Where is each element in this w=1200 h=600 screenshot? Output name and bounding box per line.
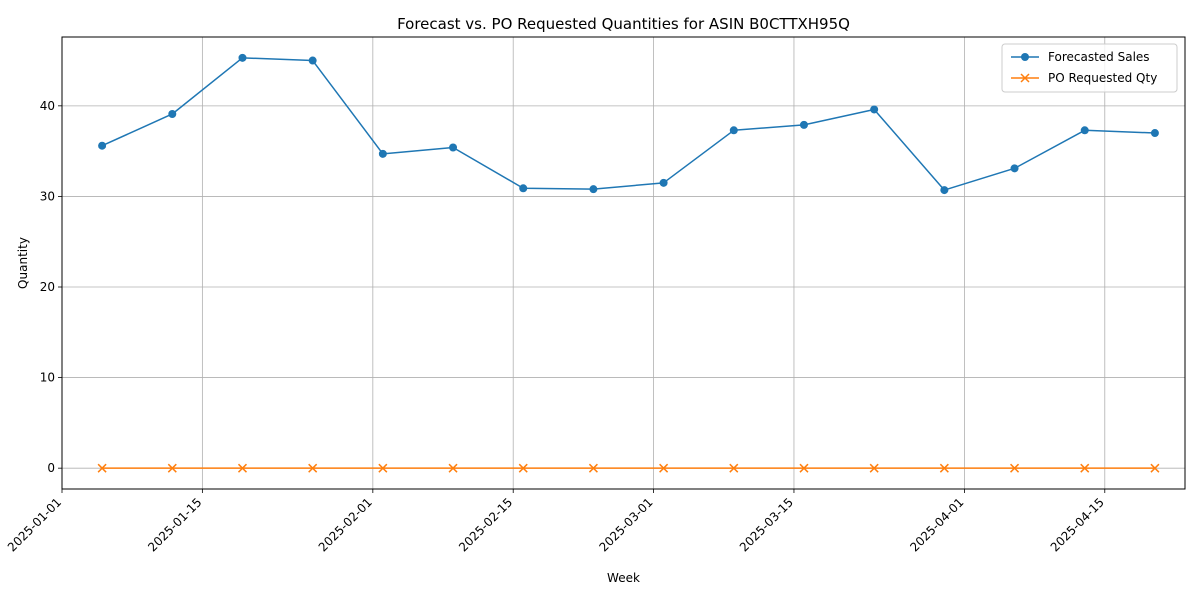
y-tick-label: 10 xyxy=(40,371,55,385)
data-point xyxy=(308,56,317,65)
data-point xyxy=(588,463,598,473)
data-point xyxy=(518,463,528,473)
data-point xyxy=(168,109,177,118)
y-tick-label: 0 xyxy=(47,461,55,475)
data-point xyxy=(1080,463,1090,473)
data-point xyxy=(1080,126,1089,135)
data-point xyxy=(1150,129,1159,138)
data-point xyxy=(869,463,879,473)
data-point xyxy=(729,126,738,135)
data-point xyxy=(870,105,879,114)
data-point xyxy=(378,149,387,158)
data-point xyxy=(308,463,318,473)
data-point xyxy=(449,143,458,152)
data-point xyxy=(1150,463,1160,473)
data-point xyxy=(659,178,668,187)
plot-area-frame xyxy=(61,36,1186,490)
data-point xyxy=(729,463,739,473)
series-line-0 xyxy=(101,57,1155,191)
data-point xyxy=(1010,463,1020,473)
data-point xyxy=(448,463,458,473)
legend-marker-forecasted-sales xyxy=(1021,53,1029,61)
y-tick-label: 30 xyxy=(40,189,55,203)
y-axis-label: Quantity xyxy=(16,237,30,289)
legend: Forecasted Sales PO Requested Qty xyxy=(1001,43,1178,93)
data-point xyxy=(939,463,949,473)
legend-label-po-requested-qty: PO Requested Qty xyxy=(1048,71,1157,85)
y-tick-label: 20 xyxy=(40,280,55,294)
legend-label-forecasted-sales: Forecasted Sales xyxy=(1048,50,1150,64)
y-tick-label: 40 xyxy=(40,99,55,113)
series-layer xyxy=(97,53,1160,473)
data-point xyxy=(167,463,177,473)
data-point xyxy=(799,120,808,129)
data-point xyxy=(1010,164,1019,173)
data-point xyxy=(659,463,669,473)
x-axis-label: Week xyxy=(607,571,640,585)
data-point xyxy=(97,463,107,473)
data-point xyxy=(238,53,247,62)
data-point xyxy=(519,184,528,193)
data-point xyxy=(98,141,107,150)
data-point xyxy=(799,463,809,473)
data-point xyxy=(940,186,949,195)
legend-marker-po-requested-qty xyxy=(1020,73,1030,83)
chart-title: Forecast vs. PO Requested Quantities for… xyxy=(397,15,850,33)
data-point xyxy=(589,185,598,194)
data-point xyxy=(378,463,388,473)
data-point xyxy=(237,463,248,473)
legend-box xyxy=(1001,43,1178,93)
